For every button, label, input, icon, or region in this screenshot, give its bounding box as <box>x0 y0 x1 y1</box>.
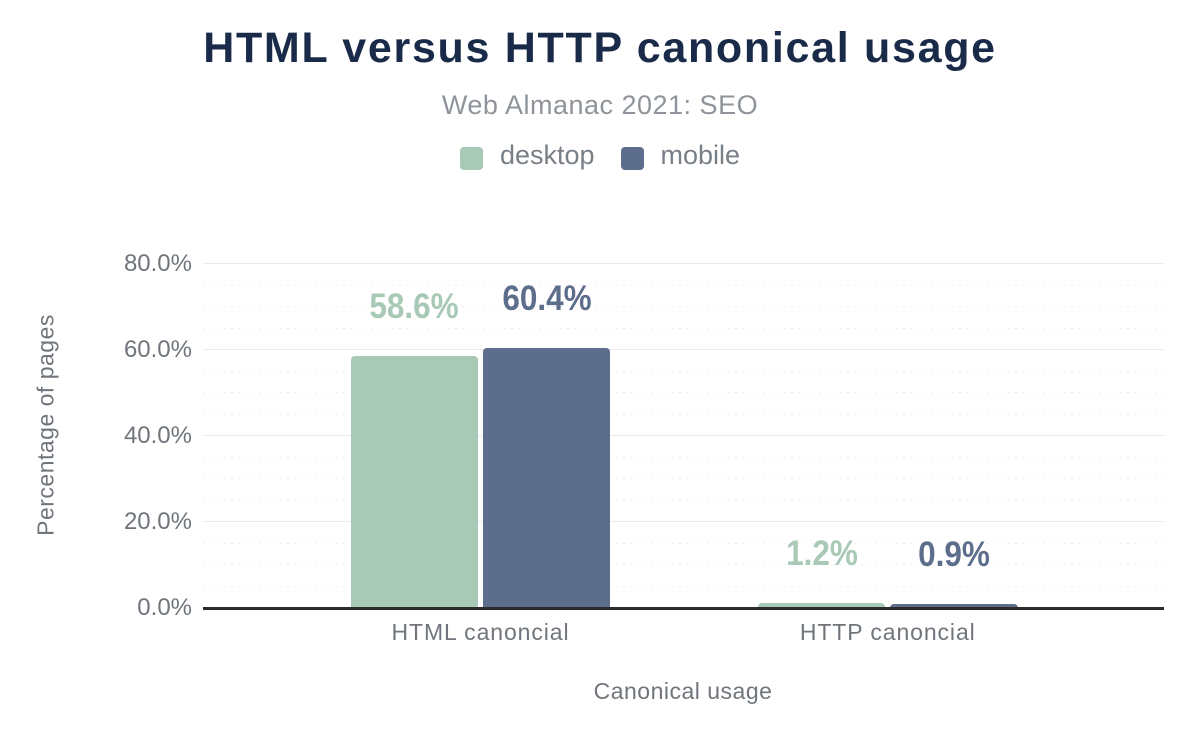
data-label-desktop-1: 1.2% <box>785 533 858 573</box>
legend-item-mobile: mobile <box>620 139 741 172</box>
major-gridline <box>203 521 1164 523</box>
y-tick-label: 20.0% <box>123 507 192 535</box>
data-label-mobile-1: 0.9% <box>917 535 990 575</box>
y-axis-title: Percentage of pages <box>32 314 59 536</box>
chart-subtitle: Web Almanac 2021: SEO <box>441 90 759 120</box>
x-axis-title: Canonical usage <box>593 678 773 705</box>
data-label-mobile-0: 60.4% <box>501 278 592 318</box>
minor-gridline <box>203 478 1164 480</box>
legend-label-desktop: desktop <box>499 139 595 170</box>
major-gridline <box>203 349 1164 351</box>
major-gridline <box>203 263 1164 264</box>
legend-swatch-mobile <box>620 147 644 170</box>
x-category-label: HTTP canoncial <box>799 618 976 645</box>
minor-gridline <box>203 564 1164 566</box>
x-category-label: HTML canoncial <box>391 618 570 645</box>
minor-gridline <box>203 585 1164 587</box>
minor-gridline <box>203 456 1164 458</box>
y-tick-label: 40.0% <box>123 421 192 449</box>
minor-gridline <box>203 370 1164 372</box>
minor-gridline <box>203 542 1164 544</box>
bar-desktop-0 <box>350 355 479 608</box>
minor-gridline <box>203 499 1164 501</box>
legend-item-desktop: desktop <box>459 139 595 172</box>
major-gridline <box>203 435 1164 437</box>
minor-gridline <box>203 327 1164 329</box>
minor-gridline <box>203 392 1164 394</box>
x-axis-line <box>203 606 1164 610</box>
legend: desktop mobile <box>0 139 1200 172</box>
data-label-desktop-0: 58.6% <box>369 286 460 326</box>
bar-mobile-0 <box>482 347 611 608</box>
bar-desktop-1 <box>757 602 886 608</box>
chart-title: HTML versus HTTP canonical usage <box>203 24 997 72</box>
legend-label-mobile: mobile <box>660 139 741 170</box>
y-tick-label: 60.0% <box>123 335 192 363</box>
minor-gridline <box>203 413 1164 415</box>
y-tick-label: 0.0% <box>137 594 192 621</box>
minor-gridline <box>203 284 1164 286</box>
bar-mobile-1 <box>890 604 1018 608</box>
minor-gridline <box>203 306 1164 308</box>
legend-swatch-desktop <box>459 147 483 170</box>
y-tick-label: 80.0% <box>123 249 192 277</box>
